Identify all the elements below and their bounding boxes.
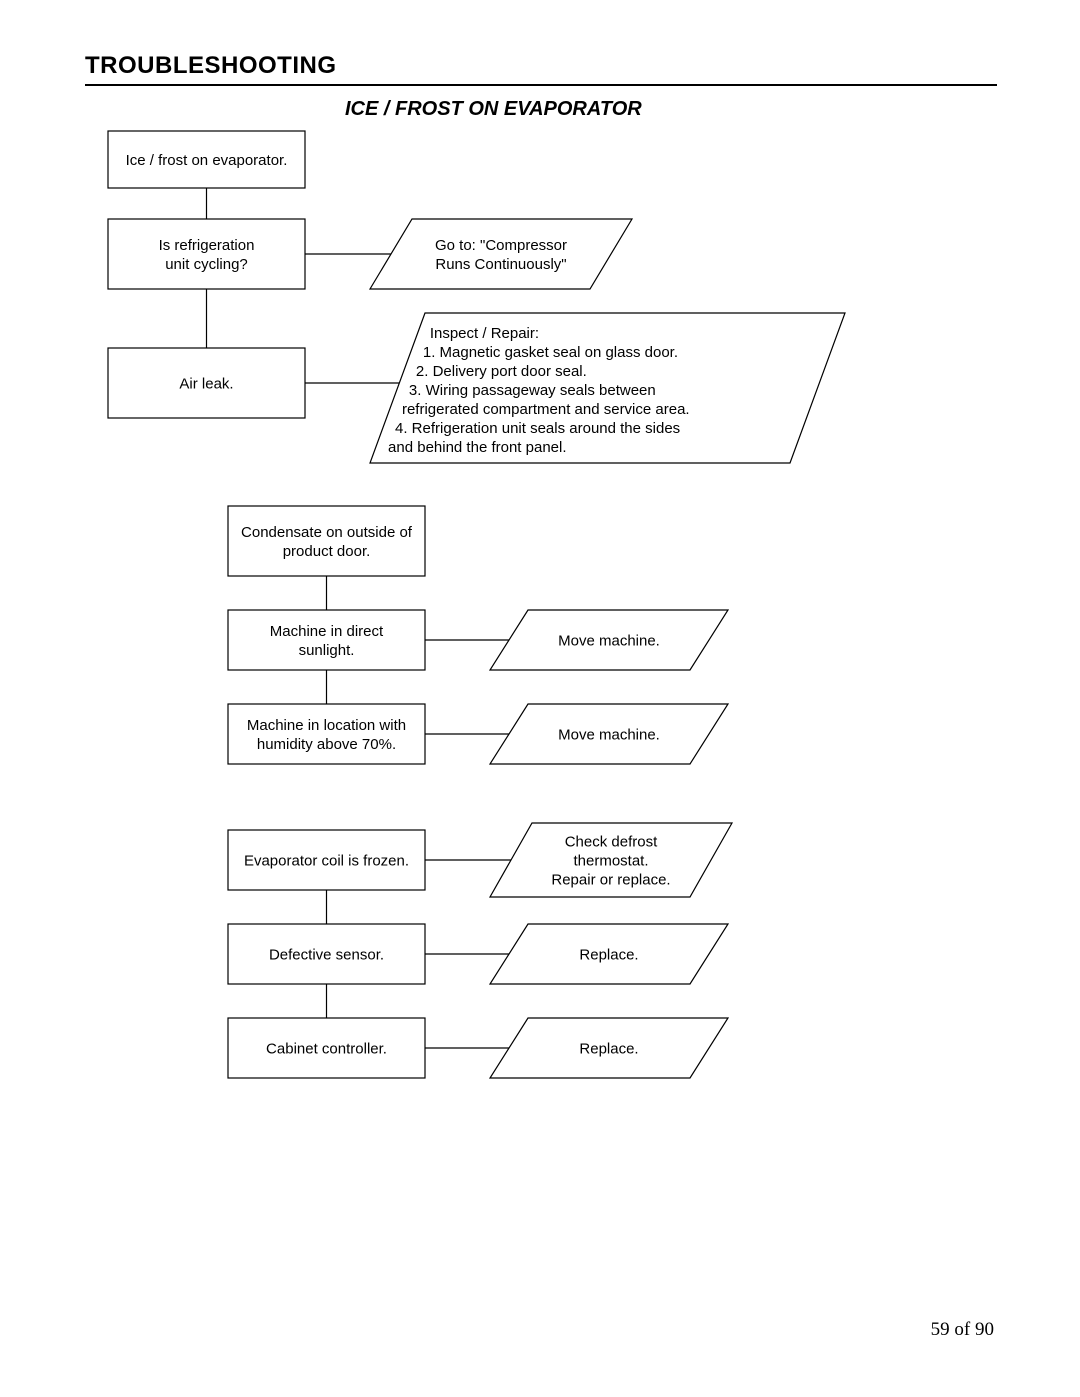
node-n_replace2: Replace. bbox=[490, 1018, 728, 1078]
node-n_sensor: Defective sensor. bbox=[228, 924, 425, 984]
svg-text:Condensate on outside of: Condensate on outside of bbox=[241, 524, 413, 541]
page-footer: 59 of 90 bbox=[931, 1319, 994, 1341]
svg-text:2. Delivery port door seal.: 2. Delivery port door seal. bbox=[416, 363, 587, 380]
svg-text:Move machine.: Move machine. bbox=[558, 726, 660, 743]
node-n_defrost: Check defrost thermostat. Repair or replac… bbox=[490, 823, 732, 897]
svg-text:Cabinet controller.: Cabinet controller. bbox=[266, 1040, 387, 1057]
node-n_replace1: Replace. bbox=[490, 924, 728, 984]
flowchart: Ice / frost on evaporator. Is refrigerati… bbox=[0, 0, 1080, 1397]
node-n_goto: Go to: "Compressor Runs Continuously" bbox=[370, 219, 632, 289]
svg-text:humidity above 70%.: humidity above 70%. bbox=[257, 736, 396, 753]
svg-text:3. Wiring passageway seals be: 3. Wiring passageway seals between bbox=[409, 382, 656, 399]
node-n_humidity: Machine in location with humidity above 7… bbox=[228, 704, 425, 764]
svg-text:Inspect / Repair:: Inspect / Repair: bbox=[430, 325, 539, 342]
page: TROUBLESHOOTING ICE / FROST ON EVAPORATO… bbox=[0, 0, 1080, 1397]
svg-text:Evaporator coil is frozen.: Evaporator coil is frozen. bbox=[244, 852, 409, 869]
svg-text:Is refrigeration: Is refrigeration bbox=[159, 237, 255, 254]
svg-text:Runs Continuously": Runs Continuously" bbox=[435, 256, 566, 273]
node-n_cabinet: Cabinet controller. bbox=[228, 1018, 425, 1078]
svg-text:Replace.: Replace. bbox=[579, 1040, 638, 1057]
svg-text:4. Refrigeration unit seals a: 4. Refrigeration unit seals around the s… bbox=[395, 420, 680, 437]
node-n_evapfroz: Evaporator coil is frozen. bbox=[228, 830, 425, 890]
node-n_move1: Move machine. bbox=[490, 610, 728, 670]
svg-text:Defective sensor.: Defective sensor. bbox=[269, 946, 384, 963]
svg-text:Machine in location with: Machine in location with bbox=[247, 717, 406, 734]
node-n_airleak: Air leak. bbox=[108, 348, 305, 418]
svg-text:1. Magnetic gasket seal on gl: 1. Magnetic gasket seal on glass door. bbox=[423, 344, 678, 361]
node-n_start: Ice / frost on evaporator. bbox=[108, 131, 305, 188]
node-n_sunlight: Machine in direct sunlight. bbox=[228, 610, 425, 670]
node-n_condensate: Condensate on outside of product door. bbox=[228, 506, 425, 576]
svg-text:thermostat.: thermostat. bbox=[573, 852, 648, 869]
svg-text:and behind the front panel.: and behind the front panel. bbox=[388, 439, 566, 456]
svg-text:Repair or replace.: Repair or replace. bbox=[551, 871, 670, 888]
node-n_inspect: Inspect / Repair: 1. Magnetic gasket seal… bbox=[370, 313, 845, 463]
node-n_move2: Move machine. bbox=[490, 704, 728, 764]
node-n_cycling: Is refrigeration unit cycling? bbox=[108, 219, 305, 289]
svg-text:refrigerated compartment and s: refrigerated compartment and service are… bbox=[402, 401, 690, 418]
svg-text:product door.: product door. bbox=[283, 543, 371, 560]
svg-text:Move machine.: Move machine. bbox=[558, 632, 660, 649]
svg-text:Replace.: Replace. bbox=[579, 946, 638, 963]
svg-text:sunlight.: sunlight. bbox=[299, 642, 355, 659]
svg-text:Check defrost: Check defrost bbox=[565, 833, 658, 850]
svg-text:unit cycling?: unit cycling? bbox=[165, 256, 248, 273]
svg-text:Ice / frost on evaporator.: Ice / frost on evaporator. bbox=[126, 152, 288, 169]
svg-text:Machine in direct: Machine in direct bbox=[270, 623, 384, 640]
svg-text:Air leak.: Air leak. bbox=[179, 375, 233, 392]
svg-text:Go to: "Compressor: Go to: "Compressor bbox=[435, 237, 567, 254]
